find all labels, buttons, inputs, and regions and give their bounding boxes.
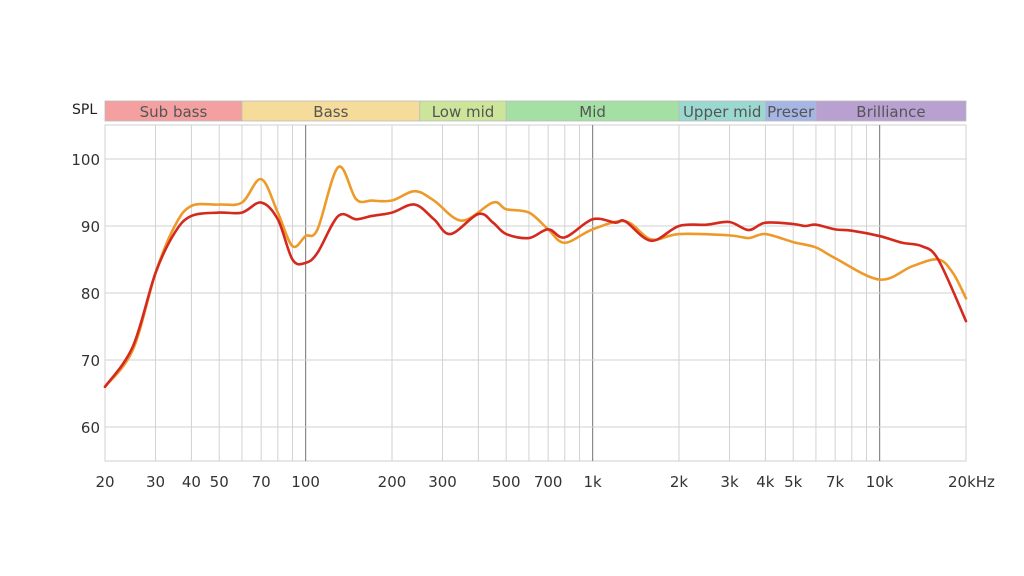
x-tick-label: 4k — [756, 473, 775, 491]
svg-text:Bass: Bass — [313, 103, 348, 121]
x-tick-label: 300 — [428, 473, 457, 491]
x-axis-ticks: 20 30 40 50 70 100 200 300 500 700 1k 2k 3k 4k 5k 7k 10k… — [95, 473, 995, 491]
svg-text:Low mid: Low mid — [432, 103, 495, 121]
band-mid: Mid — [505, 100, 680, 122]
x-tick-label: 1k — [583, 473, 602, 491]
x-tick-label: 40 — [182, 473, 201, 491]
x-tick-label: 20 — [95, 473, 114, 491]
response-curves — [103, 165, 968, 389]
curve-red — [103, 201, 968, 389]
curve-orange — [103, 165, 968, 389]
band-bass: Bass — [241, 100, 421, 122]
grid-lines — [104, 125, 967, 461]
y-tick-label: 90 — [81, 218, 100, 236]
svg-text:Preser: Preser — [767, 103, 815, 121]
svg-text:Upper mid: Upper mid — [683, 103, 762, 121]
x-tick-label: 10k — [866, 473, 894, 491]
x-tick-label: 700 — [534, 473, 563, 491]
x-tick-label: 20kHz — [948, 473, 995, 491]
x-tick-label: 200 — [378, 473, 407, 491]
x-tick-label: 500 — [492, 473, 521, 491]
x-tick-label: 70 — [252, 473, 271, 491]
band-preser: Preser — [764, 100, 817, 122]
y-tick-label: 70 — [81, 352, 100, 370]
band-low-mid: Low mid — [419, 100, 507, 122]
y-tick-label: 80 — [81, 285, 100, 303]
x-tick-label: 5k — [784, 473, 803, 491]
x-tick-label: 100 — [291, 473, 320, 491]
y-axis-ticks: 60 70 80 90 100 — [71, 151, 100, 437]
x-tick-label: 50 — [210, 473, 229, 491]
band-brilliance: Brilliance — [815, 100, 967, 122]
x-tick-label: 30 — [146, 473, 165, 491]
x-tick-label: 3k — [720, 473, 739, 491]
x-tick-label: 2k — [670, 473, 689, 491]
frequency-bands: Sub bass Bass Low mid Mid Upper mid Preser Bri… — [104, 100, 967, 122]
svg-text:Brilliance: Brilliance — [856, 103, 925, 121]
y-tick-label: 100 — [71, 151, 100, 169]
svg-text:Sub bass: Sub bass — [140, 103, 208, 121]
band-upper-mid: Upper mid — [678, 100, 766, 122]
band-sub-bass: Sub bass — [104, 100, 243, 122]
x-tick-label: 7k — [826, 473, 845, 491]
svg-text:Mid: Mid — [579, 103, 606, 121]
y-tick-label: 60 — [81, 419, 100, 437]
y-axis-title: SPL — [72, 102, 97, 118]
